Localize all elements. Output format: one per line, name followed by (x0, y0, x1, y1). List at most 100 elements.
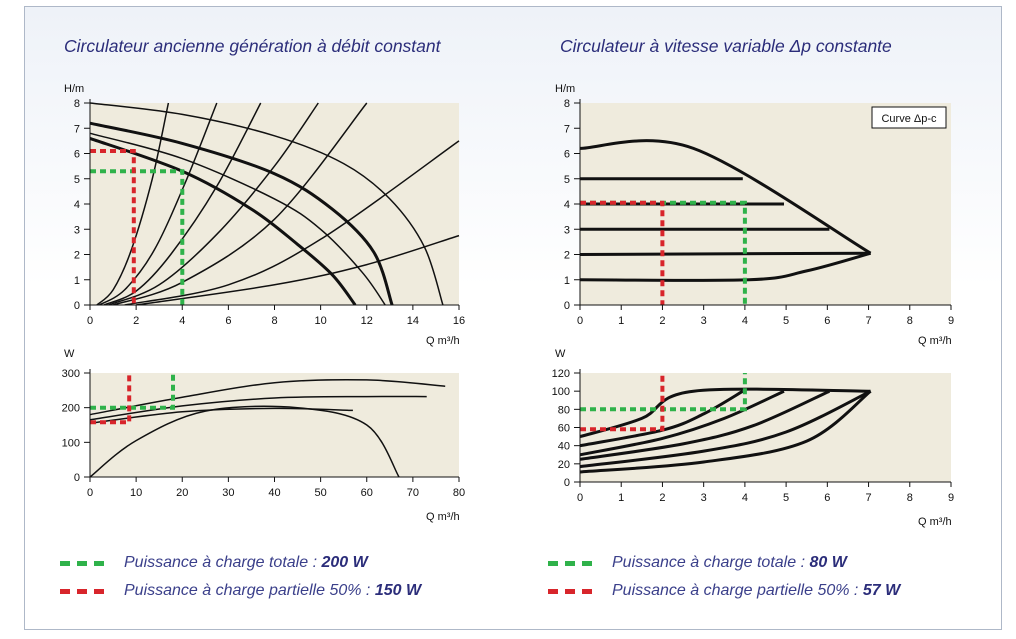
right-power-y-tick-label: 80 (558, 404, 570, 416)
left-power-x-tick-label: 60 (361, 487, 373, 499)
right-power-x-tick-label: 5 (783, 492, 789, 504)
left-head-x-tick-label: 2 (133, 315, 139, 327)
left-head-pump-curve-3 (89, 136, 357, 305)
legend-left-full-load: Puissance à charge totale : 200 W (60, 551, 368, 575)
right-head-annotation-box (871, 106, 947, 129)
right-power-y-tick-label: 100 (552, 386, 570, 398)
right-head-y-tick-label: 6 (564, 149, 570, 161)
right-power-y-tick-label: 60 (558, 423, 570, 435)
left-power-x-tick-label: 0 (87, 487, 93, 499)
left-head-x-tick-label: 4 (179, 315, 185, 327)
right-power-y-tick-label: 20 (558, 459, 570, 471)
left-head-system-curve-9 (124, 140, 460, 305)
legend-text: Puissance à charge partielle 50% : (612, 582, 859, 599)
right-power-operating-partial-line (580, 373, 665, 432)
legend-swatch-partial-load (548, 588, 592, 594)
legend-swatch-partial-load (60, 588, 104, 594)
left-power-x-tick-label: 80 (453, 487, 465, 499)
right-power-power-curve-3 (579, 389, 831, 461)
left-head-x-tick-label: 6 (225, 315, 231, 327)
left-head-y-tick-label: 3 (74, 224, 80, 236)
left-head-system-curve-6 (103, 102, 262, 305)
left-head-system-curve-10 (135, 234, 460, 305)
right-head-y-tick-label: 5 (564, 174, 570, 186)
right-head-y-tick-label: 7 (564, 123, 570, 135)
right-power-y-axis-title: W (555, 348, 566, 360)
right-power-x-tick-label: 7 (865, 492, 871, 504)
right-head-y-tick-label: 1 (564, 275, 570, 287)
legend-left-partial-load: Puissance à charge partielle 50% : 150 W (60, 579, 421, 603)
left-head-system-curve-5 (98, 102, 218, 305)
right-head-x-tick-label: 6 (824, 315, 830, 327)
left-head-x-tick-label: 0 (87, 315, 93, 327)
right-power-x-tick-label: 1 (618, 492, 624, 504)
right-head-x-axis-title: Q m³/h (918, 335, 952, 347)
right-power-x-tick-label: 6 (824, 492, 830, 504)
right-power-y-tick-label: 120 (552, 368, 570, 380)
legend-value: 57 W (862, 582, 901, 599)
left-power-power-curve-1 (89, 395, 427, 421)
legend-right-partial-load: Puissance à charge partielle 50% : 57 W (548, 579, 900, 603)
right-power-operating-full-line (580, 373, 747, 412)
legend-text: Puissance à charge totale : (124, 554, 318, 571)
left-head-system-curve-7 (108, 102, 319, 305)
left-power-y-tick-label: 200 (62, 403, 80, 415)
legend-swatch-full-load (60, 560, 104, 566)
right-head-operating-partial-line (580, 200, 665, 305)
left-power-x-tick-label: 50 (315, 487, 327, 499)
left-head-system-curve-4 (96, 102, 170, 305)
left-power-x-axis-title: Q m³/h (426, 511, 460, 523)
left-head-operating-partial-line (90, 149, 136, 305)
left-head-system-curve-8 (112, 102, 368, 305)
right-power-x-axis-title: Q m³/h (918, 516, 952, 528)
left-power-x-tick-label: 30 (222, 487, 234, 499)
right-power-x-tick-label: 8 (907, 492, 913, 504)
left-head-x-axis-title: Q m³/h (426, 335, 460, 347)
right-head-x-tick-label: 9 (948, 315, 954, 327)
right-head-x-tick-label: 7 (865, 315, 871, 327)
right-power-power-curve-1 (579, 389, 744, 448)
left-head-y-tick-label: 6 (74, 149, 80, 161)
left-power-power-curve-0 (89, 378, 446, 416)
right-head-x-tick-label: 1 (618, 315, 624, 327)
right-head-x-tick-label: 3 (701, 315, 707, 327)
left-head-operating-full-line (90, 169, 185, 305)
left-head-y-tick-label: 0 (74, 300, 80, 312)
left-power-y-axis-title: W (64, 348, 75, 360)
right-head-y-tick-label: 0 (564, 300, 570, 312)
right-head-x-tick-label: 2 (659, 315, 665, 327)
left-head-y-tick-label: 2 (74, 250, 80, 262)
title-constant-flow-circulator: Circulateur ancienne génération à débit … (64, 36, 441, 56)
right-power-power-curve-5 (579, 390, 872, 474)
right-head-y-tick-label: 3 (564, 224, 570, 236)
right-power-power-curve-2 (579, 389, 785, 457)
left-power-plot-area (90, 373, 459, 477)
right-power-x-tick-label: 3 (701, 492, 707, 504)
left-power-operating-full-line (90, 373, 175, 410)
left-head-y-tick-label: 5 (74, 174, 80, 186)
right-head-x-tick-label: 5 (783, 315, 789, 327)
left-head-y-tick-label: 8 (74, 98, 80, 110)
left-power-y-tick-label: 300 (62, 368, 80, 380)
right-head-x-tick-label: 4 (742, 315, 748, 327)
right-power-x-tick-label: 2 (659, 492, 665, 504)
left-power-operating-partial-line (90, 373, 132, 425)
right-head-pump-curve-5 (579, 251, 872, 282)
right-power-x-tick-label: 0 (577, 492, 583, 504)
left-head-y-tick-label: 7 (74, 123, 80, 135)
right-head-annotation-label: Curve Δp-c (881, 113, 937, 125)
legend-value: 200 W (321, 554, 368, 571)
left-head-pump-curve-1 (89, 121, 394, 305)
legend-swatch-full-load (548, 560, 592, 566)
legend-value: 150 W (374, 582, 422, 599)
left-head-y-tick-label: 4 (74, 199, 80, 211)
left-power-y-tick-label: 100 (62, 437, 80, 449)
left-head-x-tick-label: 8 (271, 315, 277, 327)
left-head-x-tick-label: 14 (407, 315, 419, 327)
right-power-y-tick-label: 0 (564, 477, 570, 489)
left-power-y-tick-label: 0 (74, 472, 80, 484)
right-power-x-tick-label: 9 (948, 492, 954, 504)
right-power-y-tick-label: 40 (558, 441, 570, 453)
left-head-pump-curve-2 (89, 132, 386, 305)
legend-text: Puissance à charge totale : (612, 554, 806, 571)
